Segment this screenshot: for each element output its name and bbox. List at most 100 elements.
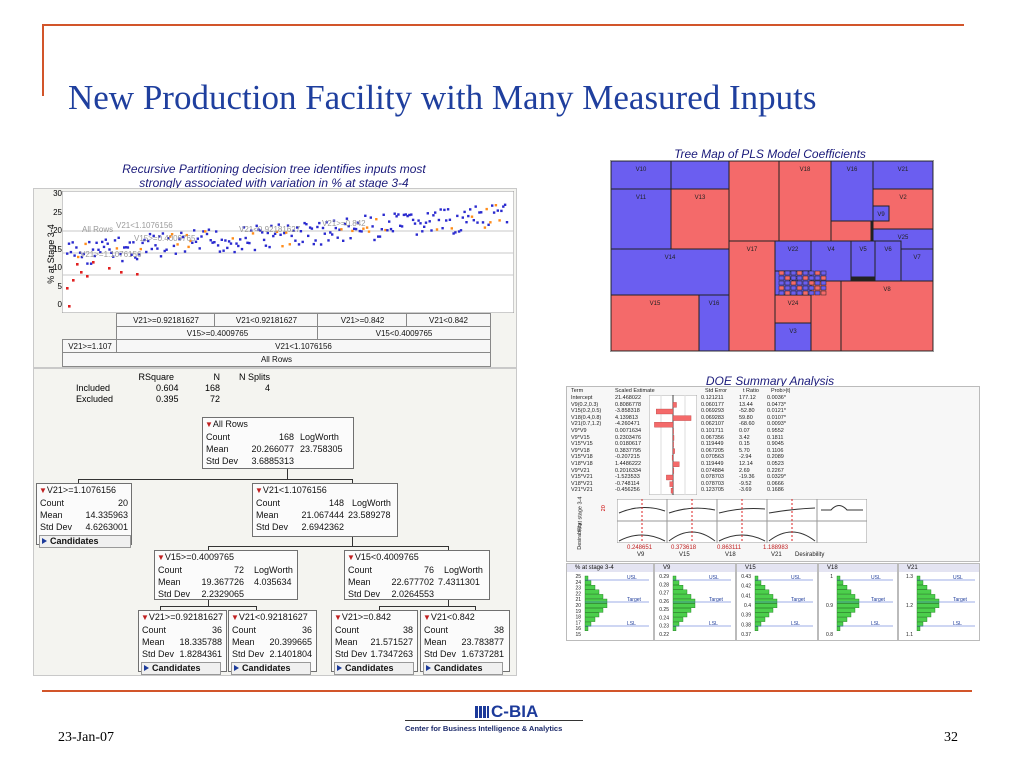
- treemap-cell: [784, 275, 791, 281]
- data-point: [75, 246, 78, 249]
- data-point: [150, 247, 153, 251]
- node-toggle-icon[interactable]: ▼: [231, 613, 239, 622]
- treemap-cell-label: V15: [650, 301, 661, 307]
- node-toggle-icon[interactable]: ▼: [39, 486, 47, 495]
- data-point: [104, 238, 107, 241]
- mean-value: 19.367726: [201, 577, 244, 587]
- treemap-cell: [784, 280, 791, 286]
- data-point: [397, 213, 400, 216]
- hist-tick-label: 1: [830, 574, 833, 580]
- data-point: [321, 226, 325, 230]
- data-point: [286, 224, 290, 227]
- doe-cell: 0.15: [739, 441, 750, 448]
- histogram-v9: 0.29 0.28 0.27 0.26 0.25 0.24 0.23 0.22 USL Targe…: [659, 574, 731, 638]
- node-toggle-icon[interactable]: ▼: [423, 613, 431, 622]
- doe-cell: 0.121211: [701, 395, 724, 401]
- data-point: [362, 227, 365, 230]
- hist-bar: [754, 598, 778, 604]
- spec-limit-label: USL: [871, 575, 881, 581]
- node-toggle-icon[interactable]: ▼: [347, 553, 355, 562]
- tree-node-left[interactable]: ▼V21>=1.1076156 Count 20 Mean 14.335963 St…: [36, 483, 132, 548]
- node-toggle-icon[interactable]: ▼: [334, 613, 342, 622]
- data-point: [191, 241, 194, 244]
- spec-limit-label: Target: [627, 597, 642, 603]
- treemap-cell: [790, 275, 797, 281]
- segment-all-rows[interactable]: All Rows: [62, 352, 491, 367]
- treemap-cell: [778, 280, 785, 286]
- treemap-cell: [820, 275, 827, 281]
- hist-bar: [916, 584, 928, 590]
- tree-node-v15-lt[interactable]: ▼V15<0.4009765 Count 76 LogWorth Mean 22.67…: [344, 550, 490, 600]
- data-point: [229, 242, 233, 245]
- hist-tick-label: 1.2: [906, 603, 913, 609]
- data-point: [69, 250, 73, 254]
- data-point: [121, 259, 124, 263]
- node-toggle-icon[interactable]: ▼: [205, 420, 213, 429]
- doe-cell: V21(0.7,1.2): [571, 421, 602, 428]
- tree-node-right[interactable]: ▼V21<1.1076156 Count 148 LogWorth Mean 21.0…: [252, 483, 398, 537]
- candidates-button[interactable]: Candidates: [231, 662, 311, 675]
- treemap-cell: [611, 248, 730, 296]
- x-label-v18: V18: [725, 552, 736, 558]
- std-value: 4.6263001: [85, 522, 128, 532]
- data-point: [261, 231, 264, 234]
- candidates-button[interactable]: Candidates: [39, 535, 131, 548]
- count-value: 38: [493, 625, 504, 635]
- data-point: [159, 255, 163, 258]
- doe-cell: 0.069283: [701, 414, 724, 421]
- candidates-button[interactable]: Candidates: [334, 662, 414, 675]
- candidates-button[interactable]: Candidates: [423, 662, 503, 675]
- hist-bar: [916, 603, 940, 609]
- data-point: [334, 226, 337, 230]
- treemap-cell: [611, 294, 700, 351]
- data-point: [113, 239, 117, 242]
- data-point: [292, 229, 295, 232]
- treemap-cell-label: V18: [800, 167, 811, 173]
- data-point: [222, 249, 225, 252]
- doe-cell: 0.2267: [767, 467, 784, 474]
- doe-cell: 0.074884: [701, 467, 724, 474]
- doe-cell: 0.067205: [701, 447, 724, 454]
- data-point: [211, 241, 214, 244]
- doe-header-prob: Prob>|t|: [771, 388, 791, 394]
- spec-limit-label: LSL: [709, 621, 718, 627]
- tree-leaf-1[interactable]: ▼V21>=0.92181627 Count 36 Mean 18.335788 S…: [138, 610, 227, 675]
- data-point: [102, 245, 106, 249]
- y-tick-label: 0: [57, 300, 62, 309]
- data-point: [319, 243, 323, 246]
- count-label: Count: [158, 565, 183, 575]
- node-toggle-icon[interactable]: ▼: [255, 486, 263, 495]
- data-point: [375, 218, 378, 221]
- tree-leaf-2[interactable]: ▼V21<0.92181627 Count 36 Mean 20.399665 St…: [228, 610, 317, 675]
- doe-cell: 0.060177: [701, 401, 724, 408]
- spec-limit-label: USL: [791, 575, 801, 581]
- data-point: [235, 242, 238, 245]
- treemap-cell: [796, 275, 803, 281]
- doe-cell: 0.119449: [701, 461, 724, 467]
- candidates-button[interactable]: Candidates: [141, 662, 221, 675]
- hist-title: V9: [655, 564, 735, 572]
- data-point: [365, 226, 369, 229]
- data-point: [332, 219, 336, 222]
- spec-limit-label: LSL: [953, 621, 962, 627]
- tree-node-root[interactable]: ▼All Rows Count 168 LogWorth Mean 20.266077…: [202, 417, 354, 469]
- left-caption-line1: Recursive Partitioning decision tree ide…: [122, 162, 426, 176]
- data-point: [417, 219, 420, 222]
- spec-limit-label: LSL: [791, 621, 800, 627]
- treemap-cell-label: V5: [859, 247, 867, 253]
- node-title: V21<0.92181627: [238, 612, 308, 622]
- data-point: [233, 250, 236, 254]
- data-point: [400, 225, 404, 228]
- y-tick-label: 5: [57, 281, 62, 291]
- included-rsquare: 0.604: [156, 383, 179, 393]
- node-toggle-icon[interactable]: ▼: [141, 613, 149, 622]
- doe-cell: 0.067356: [701, 434, 724, 441]
- tree-leaf-4[interactable]: ▼V21<0.842 Count 38 Mean 23.783877 Std Dev…: [420, 610, 510, 675]
- data-point: [461, 216, 464, 219]
- tree-leaf-3[interactable]: ▼V21>=0.842 Count 38 Mean 21.571527 Std De…: [331, 610, 418, 675]
- tree-node-v15-ge[interactable]: ▼V15>=0.4009765 Count 72 LogWorth Mean 19.3…: [154, 550, 298, 600]
- logo-tagline: Center for Business Intelligence & Analy…: [405, 724, 563, 733]
- node-toggle-icon[interactable]: ▼: [157, 553, 165, 562]
- treemap-cell: [774, 322, 812, 351]
- treemap-cell-label: V13: [695, 195, 706, 201]
